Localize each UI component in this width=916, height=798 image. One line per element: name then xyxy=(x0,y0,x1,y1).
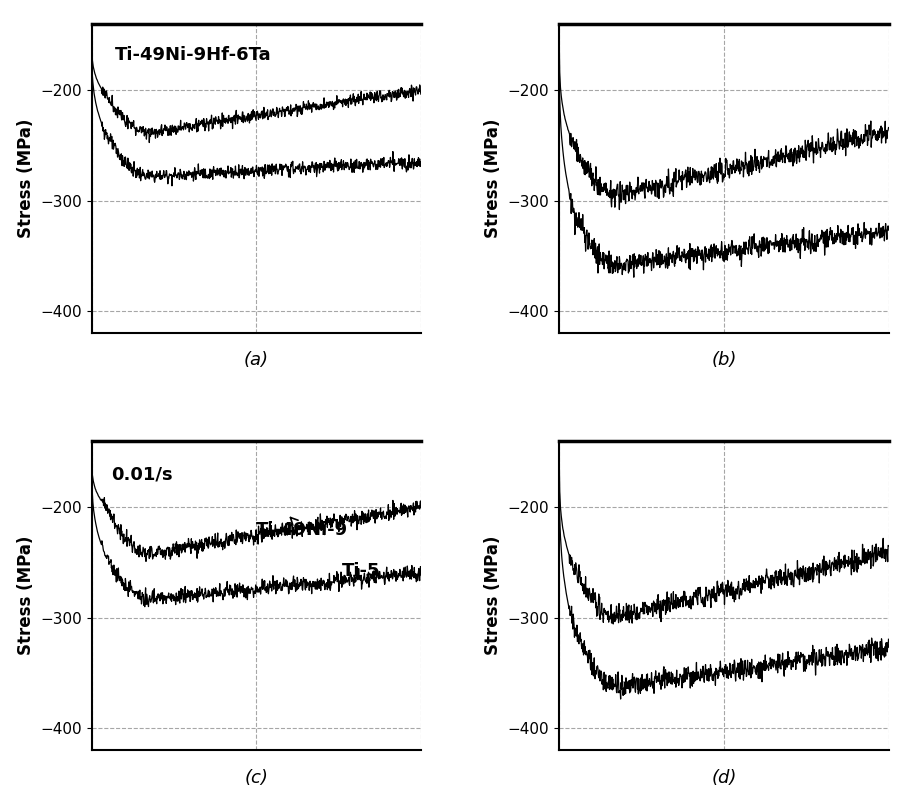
Text: Ti-49Ni-9Hf-6Ta: Ti-49Ni-9Hf-6Ta xyxy=(114,46,271,65)
Text: (d): (d) xyxy=(711,768,736,787)
Y-axis label: Stress (MPa): Stress (MPa) xyxy=(16,119,35,238)
Y-axis label: Stress (MPa): Stress (MPa) xyxy=(485,536,502,655)
Text: Ti-49Ni-9: Ti-49Ni-9 xyxy=(256,517,348,539)
Text: (c): (c) xyxy=(245,768,268,787)
Text: Ti-5: Ti-5 xyxy=(342,562,380,580)
Text: 0.01/s: 0.01/s xyxy=(112,466,173,484)
Y-axis label: Stress (MPa): Stress (MPa) xyxy=(485,119,502,238)
Text: (b): (b) xyxy=(711,351,736,369)
Y-axis label: Stress (MPa): Stress (MPa) xyxy=(16,536,35,655)
Text: (a): (a) xyxy=(244,351,268,369)
